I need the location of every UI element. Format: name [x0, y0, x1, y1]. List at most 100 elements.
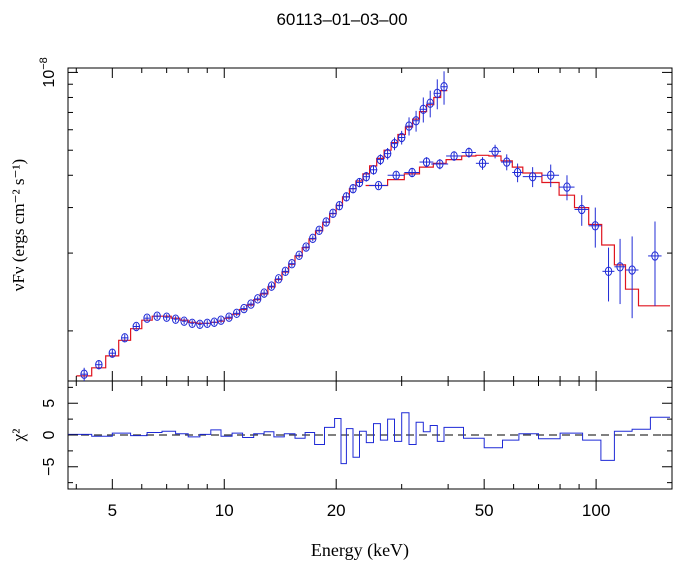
- data-point: [541, 164, 560, 188]
- data-point: [488, 144, 502, 159]
- data-marker: [196, 319, 204, 330]
- data-point: [614, 238, 626, 305]
- data-marker: [392, 170, 400, 180]
- data-point: [309, 233, 317, 244]
- x-tick-label: 10: [215, 501, 234, 520]
- data-marker: [315, 225, 323, 236]
- data-marker: [547, 170, 555, 180]
- data-marker: [188, 318, 196, 329]
- data-point: [288, 258, 296, 269]
- residuals-group: [68, 412, 672, 465]
- data-marker: [591, 221, 599, 231]
- data-marker: [436, 159, 444, 169]
- data-marker: [390, 138, 399, 149]
- data-point: [376, 154, 385, 166]
- data-marker: [322, 217, 330, 227]
- data-marker: [80, 369, 88, 379]
- x-axis-label: Energy (keV): [311, 540, 409, 561]
- data-marker: [180, 316, 188, 326]
- data-point: [171, 314, 180, 324]
- data-point: [475, 157, 489, 170]
- y-axis-label: νFν (ergs cm⁻² s⁻¹): [9, 159, 28, 291]
- data-marker: [422, 157, 431, 167]
- data-marker: [329, 208, 337, 219]
- data-point: [196, 319, 204, 330]
- data-point: [501, 154, 513, 171]
- data-marker: [171, 314, 180, 324]
- data-point: [625, 236, 639, 319]
- data-point: [433, 79, 441, 110]
- top-axes-group: 10−8: [38, 57, 672, 381]
- data-marker: [433, 88, 441, 99]
- data-marker: [274, 274, 283, 284]
- data-point: [387, 170, 405, 180]
- data-point: [162, 312, 171, 322]
- residual-y-tick-label: −5: [41, 458, 58, 476]
- data-marker: [450, 151, 458, 161]
- data-marker: [616, 262, 624, 272]
- data-point: [315, 225, 323, 236]
- data-point: [412, 110, 420, 132]
- data-point: [80, 367, 88, 381]
- data-point: [431, 159, 449, 170]
- residual-y-tick-label: 0: [41, 430, 58, 439]
- data-marker: [335, 201, 344, 211]
- bottom-axes-group: 5 10 20 50 100 −5 0 5: [41, 381, 672, 520]
- data-point: [210, 317, 218, 327]
- data-point: [461, 147, 476, 158]
- chart-title: 60113–01–03–00: [276, 10, 407, 29]
- data-point: [342, 192, 351, 202]
- data-marker: [362, 171, 371, 182]
- x-tick-label: 5: [108, 501, 117, 520]
- residual-line: [68, 412, 670, 465]
- data-point: [574, 195, 589, 226]
- residual-y-axis-label: χ²: [9, 429, 28, 443]
- data-point: [355, 177, 364, 188]
- data-marker: [426, 98, 434, 108]
- data-marker: [628, 265, 636, 275]
- data-point: [405, 117, 413, 136]
- data-point: [153, 311, 161, 321]
- data-marker: [578, 204, 586, 215]
- model-line-pca: [76, 90, 448, 377]
- data-marker: [108, 348, 117, 358]
- data-point: [397, 130, 406, 145]
- y-tick-label: 10−8: [38, 57, 58, 87]
- data-point: [121, 333, 129, 343]
- data-point: [369, 165, 378, 175]
- data-point: [602, 247, 615, 302]
- data-point: [180, 316, 188, 326]
- data-marker: [281, 266, 290, 277]
- data-marker: [478, 158, 487, 169]
- data-marker: [132, 321, 140, 332]
- data-marker: [267, 281, 276, 291]
- data-marker: [143, 313, 151, 323]
- data-marker: [369, 165, 378, 175]
- data-marker: [342, 192, 351, 202]
- data-marker: [349, 183, 357, 194]
- data-marker: [217, 315, 225, 325]
- data-point: [188, 318, 196, 329]
- x-tick-label: 20: [327, 501, 346, 520]
- data-marker: [203, 318, 211, 329]
- data-marker: [153, 311, 161, 321]
- data-marker: [288, 258, 296, 269]
- data-marker: [374, 180, 383, 191]
- data-point: [267, 281, 276, 291]
- data-marker: [376, 154, 385, 165]
- data-marker: [383, 148, 392, 159]
- data-point: [349, 183, 357, 194]
- data-point: [295, 250, 303, 261]
- model-group: [76, 90, 670, 377]
- data-marker: [295, 250, 303, 261]
- data-marker: [491, 146, 499, 157]
- x-tick-label: 100: [582, 501, 610, 520]
- data-marker: [604, 266, 613, 277]
- data-marker: [309, 233, 317, 244]
- x-tick-label: 50: [475, 501, 494, 520]
- data-marker: [302, 242, 310, 252]
- data-point: [368, 180, 388, 191]
- data-point: [446, 151, 462, 161]
- data-point: [143, 313, 151, 323]
- data-point: [440, 71, 448, 105]
